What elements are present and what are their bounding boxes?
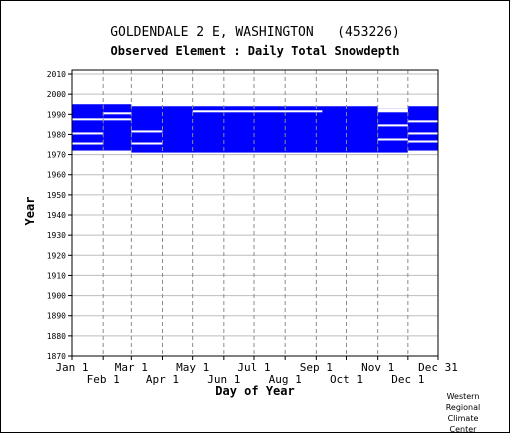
x-tick-label: Dec 31	[418, 361, 458, 374]
credit-block: Western Regional Climate Center	[433, 391, 493, 435]
y-tick-label: 1910	[47, 271, 66, 280]
y-tick-label: 1980	[47, 130, 66, 139]
x-tick-label: Mar 1	[115, 361, 148, 374]
y-tick-label: 1900	[47, 292, 66, 301]
data-gap	[192, 110, 323, 113]
data-gap	[407, 132, 438, 135]
y-tick-label: 1870	[47, 352, 66, 361]
y-tick-label: 2000	[47, 90, 66, 99]
data-gap	[407, 120, 438, 123]
y-tick-label: 1950	[47, 191, 66, 200]
data-gap	[131, 142, 163, 145]
x-tick-label: Jan 1	[55, 361, 88, 374]
y-axis-title: Year	[23, 197, 37, 226]
y-tick-label: 1880	[47, 332, 66, 341]
y-tick-label: 1930	[47, 231, 66, 240]
credit-line: Western	[446, 392, 480, 401]
y-tick-label: 1920	[47, 251, 66, 260]
credit-line: Regional	[445, 403, 481, 412]
data-gap	[377, 108, 408, 113]
credit-line: Climate	[447, 414, 479, 423]
x-tick-label: Oct 1	[330, 373, 363, 386]
data-gap	[377, 138, 408, 141]
x-tick-label: Dec 1	[391, 373, 424, 386]
y-tick-label: 1940	[47, 211, 66, 220]
data-block	[103, 104, 132, 151]
data-block	[131, 106, 378, 153]
y-tick-label: 2010	[47, 70, 66, 79]
y-tick-label: 1970	[47, 151, 66, 160]
chart-title: GOLDENDALE 2 E, WASHINGTON (453226)	[110, 25, 400, 40]
x-tick-label: Apr 1	[146, 373, 179, 386]
data-gap	[103, 118, 132, 121]
x-tick-label: Jul 1	[237, 361, 270, 374]
data-gap	[72, 142, 104, 145]
x-tick-label: May 1	[176, 361, 209, 374]
y-tick-label: 1960	[47, 171, 66, 180]
y-tick-label: 1890	[47, 312, 66, 321]
x-tick-label: Feb 1	[87, 373, 120, 386]
data-gap	[72, 118, 104, 121]
credit-line: Center	[449, 425, 477, 434]
x-tick-label: Aug 1	[269, 373, 302, 386]
data-block	[407, 106, 438, 151]
data-gap	[377, 124, 408, 127]
x-tick-label: Jun 1	[207, 373, 240, 386]
data-gap	[103, 112, 132, 115]
plot-border	[71, 69, 439, 357]
x-tick-label: Sep 1	[300, 361, 333, 374]
data-block	[377, 108, 408, 153]
chart-subtitle: Observed Element : Daily Total Snowdepth	[110, 44, 400, 58]
data-gap	[407, 140, 438, 143]
data-gap	[131, 130, 163, 133]
y-tick-label: 1990	[47, 110, 66, 119]
data-gap	[72, 132, 104, 135]
x-tick-label: Nov 1	[361, 361, 394, 374]
x-axis-title: Day of Year	[215, 384, 294, 398]
